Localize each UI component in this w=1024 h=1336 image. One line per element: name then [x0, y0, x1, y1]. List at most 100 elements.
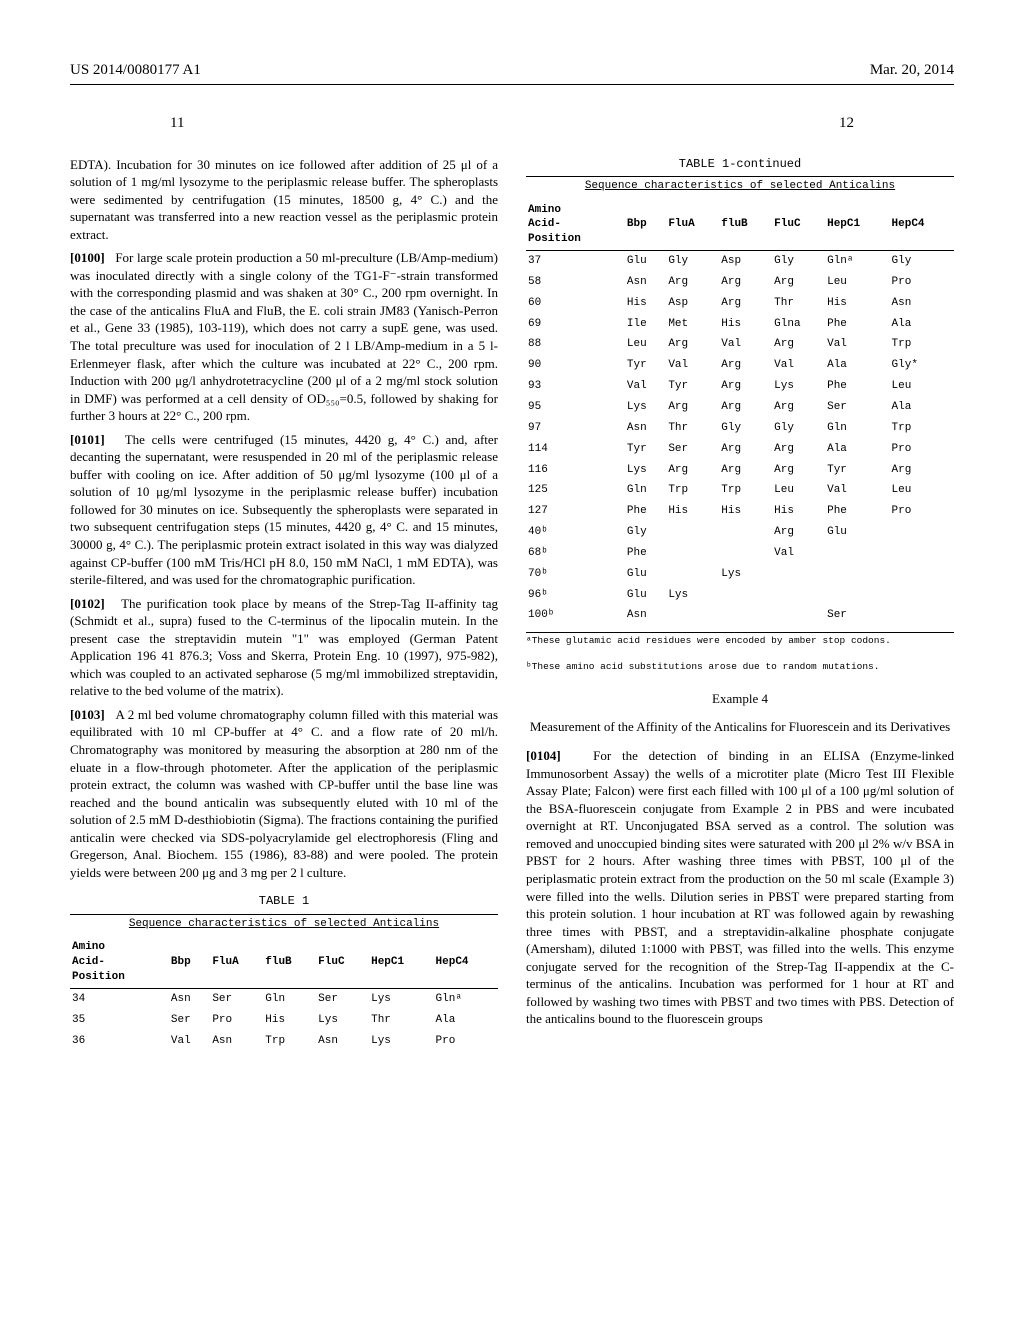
table-cell	[890, 543, 954, 564]
table-cell: Arg	[719, 439, 772, 460]
table-cell: Phe	[825, 501, 889, 522]
example-title: Measurement of the Affinity of the Antic…	[526, 718, 954, 736]
table-cell: Arg	[666, 460, 719, 481]
table-cell: His	[625, 293, 666, 314]
table-cell	[719, 585, 772, 606]
table-header-cell: Bbp	[169, 937, 210, 988]
table-cell: Ser	[666, 439, 719, 460]
table-cell: Arg	[719, 293, 772, 314]
table-row: 93ValTyrArgLysPheLeu	[526, 376, 954, 397]
table-header-cell: FluA	[666, 200, 719, 251]
table-title-continued: TABLE 1-continued	[526, 156, 954, 172]
table-cell: Glu	[625, 564, 666, 585]
table-cell: Tyr	[666, 376, 719, 397]
table-cell: Arg	[772, 397, 825, 418]
table-cell: Arg	[666, 272, 719, 293]
table-cell: Gly	[772, 418, 825, 439]
table-cell: Trp	[719, 480, 772, 501]
table-row: 97AsnThrGlyGlyGlnTrp	[526, 418, 954, 439]
table-row: 36ValAsnTrpAsnLysPro	[70, 1031, 498, 1052]
table-cell: Arg	[666, 334, 719, 355]
table-cell	[666, 564, 719, 585]
table-cell: Glna	[772, 314, 825, 335]
table-header-cell: fluB	[719, 200, 772, 251]
table-header-cell: HepC1	[825, 200, 889, 251]
table-cell: 125	[526, 480, 625, 501]
table-cell: Trp	[666, 480, 719, 501]
table-cell: Glnᵃ	[434, 988, 498, 1009]
table-cell: Glnᵃ	[825, 251, 889, 272]
table-cell: Tyr	[825, 460, 889, 481]
table-cell: 96ᵇ	[526, 585, 625, 606]
table-cell: Leu	[890, 480, 954, 501]
paragraph-text: For the detection of binding in an ELISA…	[526, 748, 954, 1026]
table-cell: Leu	[625, 334, 666, 355]
table-cell: Asp	[719, 251, 772, 272]
table-cell	[666, 605, 719, 626]
publication-number: US 2014/0080177 A1	[70, 60, 201, 80]
table-cell: Trp	[890, 418, 954, 439]
table-cell: Ala	[825, 355, 889, 376]
example-label: Example 4	[526, 690, 954, 708]
paragraph-number: [0103]	[70, 707, 105, 722]
table-cell: Arg	[719, 376, 772, 397]
table-cell: Pro	[210, 1010, 263, 1031]
table-cell	[772, 585, 825, 606]
table-cell: Glu	[625, 251, 666, 272]
table-cell: Lys	[666, 585, 719, 606]
table-cell: Ala	[434, 1010, 498, 1031]
table-cell: Val	[825, 334, 889, 355]
table-cell: Trp	[890, 334, 954, 355]
table-cell	[719, 543, 772, 564]
table-cell: Gly*	[890, 355, 954, 376]
table-row: 96ᵇGluLys	[526, 585, 954, 606]
table-cell: Lys	[719, 564, 772, 585]
paragraph-cont: EDTA). Incubation for 30 minutes on ice …	[70, 156, 498, 244]
paragraph-0102: [0102] The purification took place by me…	[70, 595, 498, 700]
paragraph-text: For large scale protein production a 50 …	[70, 250, 498, 423]
table-cell: Glu	[625, 585, 666, 606]
table-cell: Arg	[719, 355, 772, 376]
table-header-cell: FluC	[772, 200, 825, 251]
table-cell: Arg	[719, 397, 772, 418]
table-cell	[666, 522, 719, 543]
table-cell: 116	[526, 460, 625, 481]
table-cell: 114	[526, 439, 625, 460]
table-cell: Phe	[825, 376, 889, 397]
page-header: US 2014/0080177 A1 Mar. 20, 2014	[70, 60, 954, 85]
paragraph-text: The purification took place by means of …	[70, 596, 498, 699]
table-cell: Val	[825, 480, 889, 501]
table-cell	[772, 605, 825, 626]
table-cell: Val	[169, 1031, 210, 1052]
paragraph-text: The cells were centrifuged (15 minutes, …	[70, 432, 498, 587]
table-cell: His	[263, 1010, 316, 1031]
table-cell	[666, 543, 719, 564]
table-header-cell: HepC4	[434, 937, 498, 988]
table-cell	[825, 564, 889, 585]
table-row: 127PheHisHisHisPhePro	[526, 501, 954, 522]
table-cell: 90	[526, 355, 625, 376]
table-cell: Ser	[825, 397, 889, 418]
table-cell: Ala	[825, 439, 889, 460]
page-numbers: 11 12	[170, 113, 854, 133]
sequence-table-left: AminoAcid-PositionBbpFluAfluBFluCHepC1He…	[70, 937, 498, 1051]
table-cell: 88	[526, 334, 625, 355]
table-cell: Val	[666, 355, 719, 376]
table-cell: Phe	[625, 501, 666, 522]
table-cell: Ser	[316, 988, 369, 1009]
table-cell: Phe	[825, 314, 889, 335]
table-cell	[772, 564, 825, 585]
table-header-cell: HepC4	[890, 200, 954, 251]
table-cell: 34	[70, 988, 169, 1009]
table-cell: Tyr	[625, 439, 666, 460]
table-cell: Ser	[210, 988, 263, 1009]
paragraph-number: [0101]	[70, 432, 105, 447]
table-cell: 68ᵇ	[526, 543, 625, 564]
table-cell: Gln	[263, 988, 316, 1009]
table-cell: Pro	[890, 501, 954, 522]
table-title: TABLE 1	[70, 893, 498, 909]
table-cell: Leu	[890, 376, 954, 397]
table-cell: Tyr	[625, 355, 666, 376]
table-cell: Thr	[772, 293, 825, 314]
table-header-cell: HepC1	[369, 937, 433, 988]
